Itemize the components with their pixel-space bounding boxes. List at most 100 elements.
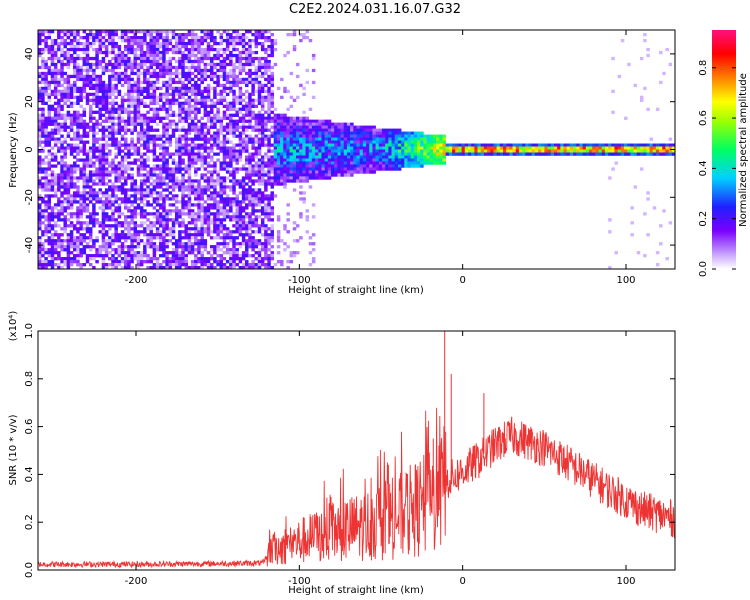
heatmap-cell	[315, 149, 319, 153]
heatmap-cell	[318, 161, 322, 165]
heatmap-cell	[130, 44, 134, 49]
heatmap-cell	[254, 80, 259, 85]
heatmap-cell	[101, 119, 106, 123]
heatmap-cell	[92, 83, 96, 88]
heatmap-cell	[254, 170, 259, 174]
heatmap-cell	[152, 224, 157, 228]
heatmap-cell	[63, 170, 67, 174]
heatmap-cell	[264, 170, 268, 174]
heatmap-cell	[95, 155, 99, 159]
heatmap-cell	[235, 221, 239, 225]
heatmap-cell	[41, 260, 45, 264]
heatmap-cell	[213, 245, 217, 249]
heatmap-cell	[88, 83, 93, 88]
heatmap-cell	[88, 41, 93, 46]
heatmap-cell	[276, 152, 281, 156]
heatmap-cell	[85, 230, 90, 234]
heatmap-cell	[50, 179, 55, 183]
heatmap-cell	[206, 230, 211, 234]
heatmap-cell	[235, 35, 239, 40]
heatmap-cell	[190, 182, 195, 186]
heatmap-cell	[213, 221, 217, 225]
heatmap-cell	[111, 239, 115, 243]
heatmap-cell	[57, 161, 61, 165]
heatmap-cell	[181, 218, 185, 222]
heatmap-cell	[174, 182, 179, 186]
heatmap-cell	[184, 92, 188, 97]
heatmap-cell	[178, 32, 182, 37]
heatmap-cell	[315, 164, 319, 168]
heatmap-cell	[143, 30, 147, 34]
heatmap-cell	[165, 35, 169, 40]
heatmap-cell	[286, 107, 290, 111]
heatmap-cell	[181, 95, 185, 100]
heatmap-cell	[181, 35, 185, 40]
heatmap-cell	[108, 170, 112, 174]
heatmap-cell	[270, 176, 274, 180]
heatmap-cell	[257, 230, 262, 234]
heatmap-cell	[111, 191, 115, 195]
heatmap-cell	[159, 35, 163, 40]
heatmap-cell	[149, 221, 153, 225]
heatmap-cell	[190, 35, 195, 40]
heatmap-cell	[200, 218, 204, 222]
heatmap-cell	[76, 206, 80, 210]
heatmap-cell	[76, 245, 80, 249]
heatmap-cell	[38, 53, 42, 58]
heatmap-cell	[245, 128, 249, 132]
heatmap-cell	[98, 41, 102, 46]
heatmap-cell	[273, 47, 278, 52]
heatmap-cell	[295, 146, 300, 150]
heatmap-cell	[280, 131, 284, 135]
heatmap-cell	[120, 230, 125, 234]
heatmap-cell	[235, 83, 239, 88]
heatmap-cell	[101, 107, 106, 111]
heatmap-cell	[254, 155, 259, 159]
heatmap-cell	[69, 125, 74, 129]
heatmap-cell	[178, 86, 182, 91]
heatmap-cell	[356, 170, 360, 174]
heatmap-cell	[95, 167, 99, 171]
heatmap-cell	[82, 140, 87, 144]
heatmap-cell	[38, 134, 42, 138]
heatmap-cell	[152, 68, 157, 73]
heatmap-cell	[190, 158, 195, 162]
heatmap-cell	[289, 143, 294, 147]
heatmap-cell	[251, 125, 255, 129]
heatmap-cell	[276, 245, 281, 249]
heatmap-cell	[73, 197, 77, 201]
heatmap-cell	[124, 62, 128, 67]
heatmap-cell	[174, 101, 179, 105]
heatmap-cell	[111, 107, 115, 111]
heatmap-cell	[165, 149, 169, 153]
heatmap-cell	[245, 266, 249, 269]
heatmap-cell	[155, 266, 160, 269]
heatmap-cell	[66, 80, 71, 85]
heatmap-cell	[334, 143, 338, 147]
heatmap-cell	[181, 65, 185, 70]
heatmap-cell	[92, 239, 96, 243]
heatmap-cell	[162, 203, 166, 207]
heatmap-cell	[143, 176, 147, 180]
heatmap-cell	[245, 47, 249, 52]
heatmap-cell	[270, 119, 274, 123]
heatmap-cell	[92, 32, 96, 37]
heatmap-cell	[152, 167, 157, 171]
heatmap-cell	[149, 95, 153, 100]
heatmap-cell	[66, 197, 71, 201]
heatmap-cell	[139, 134, 144, 138]
heatmap-cell	[133, 191, 138, 195]
heatmap-cell	[254, 245, 259, 249]
heatmap-cell	[369, 125, 373, 129]
heatmap-cell	[235, 263, 239, 267]
heatmap-cell	[216, 131, 220, 135]
heatmap-cell	[181, 44, 185, 49]
heatmap-cell	[222, 152, 227, 156]
heatmap-cell	[292, 119, 297, 123]
heatmap-cell	[213, 212, 217, 216]
heatmap-cell	[79, 134, 83, 138]
heatmap-cell	[124, 191, 128, 195]
heatmap-cell	[248, 263, 252, 267]
heatmap-cell	[50, 128, 55, 132]
heatmap-cell	[260, 83, 265, 88]
